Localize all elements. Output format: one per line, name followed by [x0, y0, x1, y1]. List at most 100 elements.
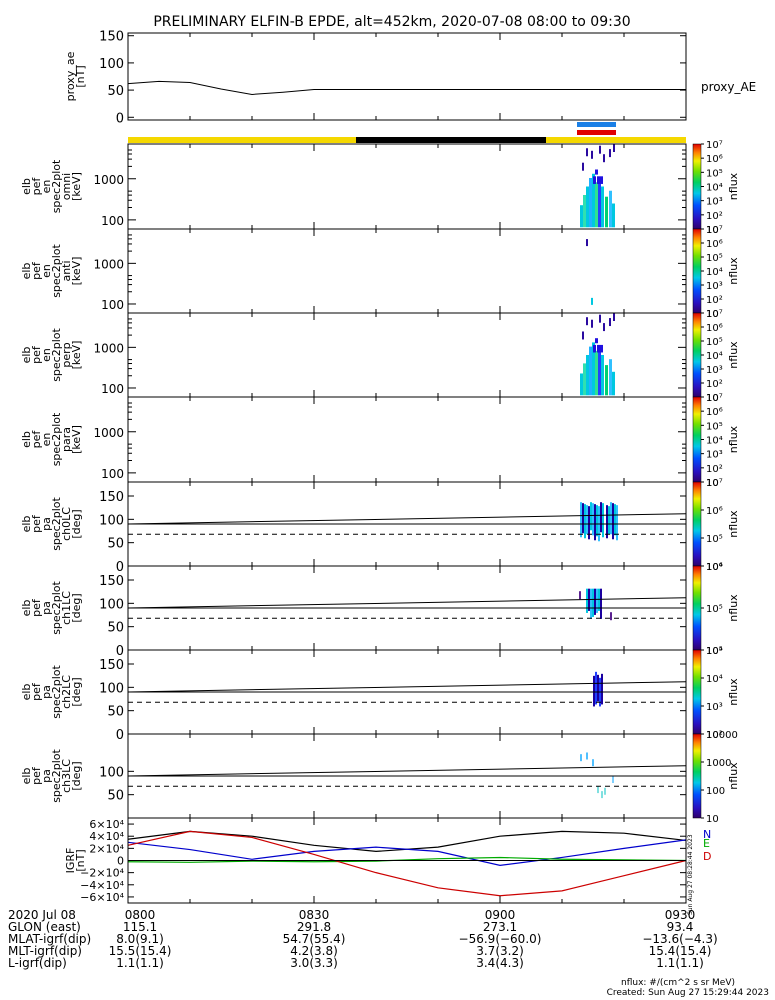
- spectrogram-cell: [606, 505, 608, 539]
- colorbar-tick-label: 10⁴: [706, 436, 723, 447]
- sunlight-bar: [128, 137, 686, 143]
- spectrogram-cell: [596, 588, 598, 613]
- footer-value: 1.1(1.1): [116, 956, 164, 970]
- spectrogram-cell: [604, 787, 606, 795]
- colorbar-tick-label: 10³: [706, 281, 723, 292]
- units-note: nflux: #/(cm^2 s sr MeV): [621, 978, 735, 988]
- panel-frame: [127, 32, 687, 121]
- panel-ylabel: [nT]: [74, 849, 87, 871]
- panel-ylabel: elb: [20, 347, 33, 364]
- colorbar-tick-label: 10: [706, 309, 719, 320]
- panel-ylabel: omni: [60, 173, 73, 200]
- spectrogram-cell: [589, 346, 592, 396]
- spectrogram-cell: [595, 338, 598, 344]
- y-tick-label: 100: [99, 765, 124, 780]
- spectrogram-cell: [586, 148, 588, 157]
- colorbar-tick-label: 10⁵: [706, 646, 723, 657]
- y-tick-label: 1000: [93, 257, 124, 271]
- spectrogram-cell: [595, 169, 598, 175]
- colorbar-tick-label: 10⁷: [706, 140, 723, 151]
- panel-igrf: IGRF[nT] −6×10⁴−4×10⁴−2×10⁴02×10⁴4×10⁴6×1…: [64, 817, 711, 904]
- colorbar: [692, 143, 702, 230]
- panel-ylabel: proxy_ae: [64, 51, 77, 101]
- y-tick-label: 50: [107, 537, 124, 552]
- legend-D: D: [703, 850, 711, 863]
- spectrogram-cell: [600, 588, 602, 619]
- colorbar-tick-label: 10⁷: [706, 478, 723, 489]
- y-tick-label: 100: [99, 681, 124, 696]
- spectrogram-cell: [590, 502, 592, 531]
- footer-value: 54.7(55.4): [282, 932, 346, 946]
- spectrogram-cell: [582, 331, 584, 340]
- colorbar-tick-label: 10: [706, 225, 719, 236]
- spectrogram-cell: [593, 675, 595, 707]
- y-tick-label: 0: [116, 560, 124, 575]
- y-tick-label: 0: [116, 728, 124, 743]
- spectrogram-cell: [597, 176, 600, 184]
- y-tick-label: 1000: [93, 173, 124, 187]
- y-tick-label: 0: [116, 644, 124, 659]
- spectrogram-cell: [591, 150, 593, 159]
- loss-cone-line: [127, 597, 687, 609]
- loss-cone-line: [127, 681, 687, 693]
- panel-ylabel: pef: [30, 345, 43, 364]
- panel-ylabel: spec2plot: [50, 497, 63, 551]
- y-tick-label: 100: [101, 214, 124, 228]
- spectrogram-cell: [591, 297, 593, 305]
- y-tick-label: 100: [99, 57, 124, 72]
- y-tick-label: 150: [99, 658, 124, 673]
- colorbar: [692, 649, 702, 735]
- y-tick-label: 0: [116, 111, 124, 126]
- spectrogram-cell: [600, 502, 602, 533]
- spectrogram-cell: [588, 506, 590, 540]
- spectrogram-cell: [612, 776, 614, 783]
- colorbar-tick-label: 10⁴: [706, 562, 723, 573]
- igrf-series-line: [127, 830, 687, 897]
- panel-ylabel: [deg]: [70, 509, 83, 538]
- timestamp-stamp: Sun Aug 27 08:28:44 2023: [687, 834, 694, 915]
- y-tick-label: 50: [107, 789, 124, 804]
- panel-proxy_ae: proxy_ae[nT] proxy_AE 0 50 100 150: [64, 30, 756, 127]
- spectrogram-cell: [601, 355, 604, 396]
- footer-row-label: MLT-igrf(dip): [8, 944, 82, 958]
- spectrogram-cell: [595, 671, 597, 705]
- spectrogram-cell: [614, 504, 616, 536]
- colorbar-tick-label: 10000: [706, 730, 738, 741]
- panel-ylabel: [keV]: [70, 172, 83, 201]
- y-tick-label: 150: [99, 574, 124, 589]
- spectrogram-cell: [592, 342, 595, 396]
- colorbar-tick-label: 10⁴: [706, 646, 723, 657]
- footer-value: 1.1(1.1): [656, 956, 704, 970]
- spectrogram-cell: [600, 344, 603, 353]
- spectrogram-cell: [594, 588, 596, 615]
- panel-ylabel: para: [60, 427, 73, 452]
- y-tick-label: 6×10⁴: [89, 818, 124, 831]
- panel-ylabel: spec2plot: [50, 244, 63, 298]
- colorbar-tick-label: 10²: [706, 379, 723, 390]
- colorbar-tick-label: 10²: [706, 464, 723, 475]
- spectrogram-cell: [595, 182, 598, 228]
- spectrogram-cell: [597, 344, 600, 353]
- spectrogram-cell: [612, 371, 615, 396]
- footer-value: 93.4: [666, 920, 694, 934]
- panel-ylabel: pef: [30, 766, 43, 785]
- panel-ylabel: pa: [40, 517, 53, 531]
- colorbar-tick-label: 10: [706, 478, 719, 489]
- panel-ylabel: pa: [40, 601, 53, 615]
- panel-frame: [127, 228, 687, 314]
- footer-value: 115.1: [122, 920, 158, 934]
- colorbar-tick-label: 10⁵: [706, 604, 723, 615]
- spectrogram-cell: [586, 186, 589, 228]
- panel-pa_spec_ch0LC: elbpefpaspec2plotch0LC[deg]05010015010⁴1…: [20, 478, 740, 575]
- panel-ylabel: [keV]: [70, 425, 83, 454]
- colorbar-tick-label: 10: [706, 814, 719, 825]
- footer-value: 273.1: [482, 920, 518, 934]
- y-tick-label: 2×10⁴: [89, 842, 124, 855]
- footer-value: 15.5(15.4): [108, 944, 172, 958]
- panel-ylabel: elb: [20, 684, 33, 701]
- y-tick-label: −4×10⁴: [80, 879, 124, 892]
- loss-cone-line: [127, 513, 687, 525]
- colorbar-tick-label: 10²: [706, 730, 723, 741]
